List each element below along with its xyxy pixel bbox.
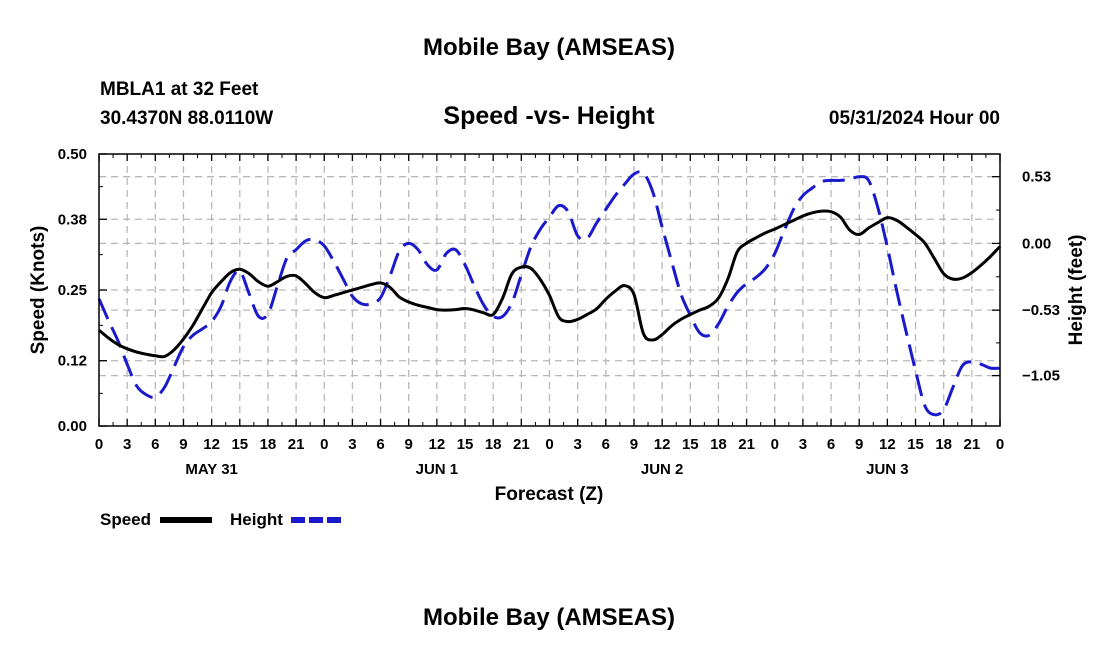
axis-tick-labels: 0 3 6 9 12 15 18 21 0 3 6 9 12 15 18 21 0 3 6 9 12 15 18 21 0 3 6 9… [58,146,1060,478]
y-tick-label: 0.25 [58,282,87,299]
x-tick-label: 6 [602,436,610,453]
forecast-datetime: 05/31/2024 Hour 00 [829,108,1000,129]
x-tick-label: 0 [320,436,328,453]
plot-series [97,170,1002,417]
y2-tick-label: 0.00 [1022,235,1051,252]
y-tick-label: 0.00 [58,418,87,435]
x-tick-label: 21 [738,436,755,453]
x-tick-label: 0 [95,436,103,453]
x-day-label: JUN 1 [416,461,459,478]
x-tick-label: 18 [935,436,952,453]
y2-tick-label: 0.53 [1022,169,1051,186]
x-tick-label: 21 [964,436,981,453]
x-tick-label: 21 [513,436,530,453]
x-tick-label: 12 [879,436,896,453]
y2-tick-label: −0.53 [1022,302,1060,319]
x-tick-label: 3 [573,436,581,453]
x-tick-label: 18 [260,436,277,453]
x-day-label: MAY 31 [185,461,238,478]
x-tick-label: 9 [630,436,638,453]
speed-series-line [98,209,1002,359]
x-day-label: JUN 3 [866,461,909,478]
x-tick-label: 18 [710,436,727,453]
x-tick-label: 15 [907,436,924,453]
x-tick-label: 6 [376,436,384,453]
x-day-label: JUN 2 [641,461,684,478]
x-tick-label: 12 [203,436,220,453]
plot-grid [99,154,1000,426]
x-tick-label: 3 [348,436,356,453]
station-label: MBLA1 at 32 Feet [100,79,259,100]
y-axis-label: Speed (Knots) [28,226,49,355]
coordinates-label: 30.4370N 88.0110W [100,108,273,129]
x-tick-label: 12 [429,436,446,453]
x-tick-label: 18 [485,436,502,453]
x-tick-label: 3 [799,436,807,453]
x-tick-label: 0 [996,436,1004,453]
axis-ticks [98,153,1001,427]
x-tick-label: 9 [855,436,863,453]
footer-title: Mobile Bay (AMSEAS) [423,604,675,631]
x-tick-label: 12 [654,436,671,453]
x-tick-label: 15 [231,436,248,453]
x-tick-label: 6 [151,436,159,453]
x-tick-label: 0 [545,436,553,453]
height-series-line [97,170,1001,417]
legend-height-label: Height [230,510,283,529]
x-tick-label: 15 [682,436,699,453]
x-tick-label: 9 [179,436,187,453]
x-tick-label: 0 [771,436,779,453]
y-tick-label: 0.12 [58,353,87,370]
x-tick-label: 21 [288,436,305,453]
legend: Speed Height [100,510,343,529]
y-tick-label: 0.38 [58,211,87,228]
y2-tick-label: −1.05 [1022,368,1060,385]
legend-speed-label: Speed [100,510,151,529]
x-tick-label: 9 [405,436,413,453]
page-title: Mobile Bay (AMSEAS) [423,34,675,61]
x-tick-label: 6 [827,436,835,453]
y2-axis-label: Height (feet) [1066,235,1087,346]
chart-title: Speed -vs- Height [443,102,655,130]
x-tick-label: 15 [457,436,474,453]
x-tick-label: 3 [123,436,131,453]
y-tick-label: 0.50 [58,146,87,163]
x-axis-label: Forecast (Z) [495,484,604,505]
